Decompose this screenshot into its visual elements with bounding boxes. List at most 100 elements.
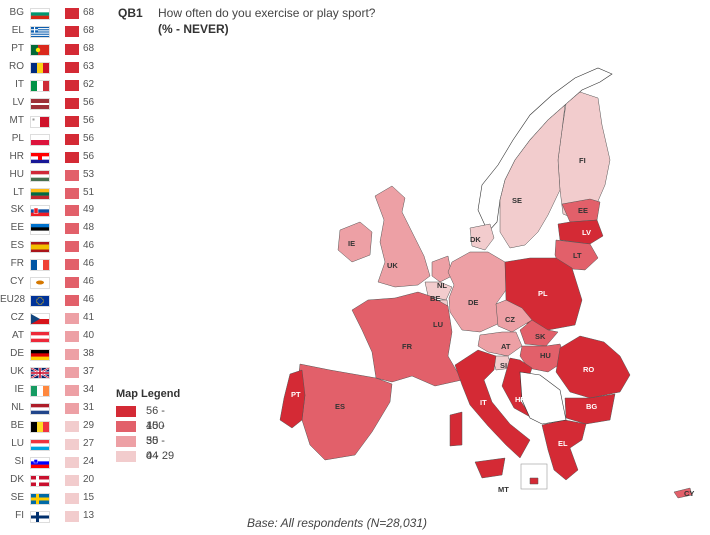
country-value: 15 bbox=[83, 491, 95, 503]
value-color-swatch bbox=[65, 277, 79, 289]
region-ireland bbox=[337, 221, 373, 263]
country-code: LU bbox=[11, 437, 24, 449]
country-value: 53 bbox=[83, 168, 95, 180]
flag-bg-icon bbox=[30, 8, 50, 20]
country-code: UK bbox=[10, 366, 24, 377]
map-legend: Map Legend 56 - 100 45 - 55 30 - 44 0 - … bbox=[116, 388, 180, 464]
country-row-ee: EE 48 bbox=[0, 219, 110, 237]
country-code: MT bbox=[9, 114, 24, 126]
flag-at-icon bbox=[30, 331, 50, 344]
country-row-at: AT 40 bbox=[0, 327, 110, 345]
value-color-swatch bbox=[65, 43, 79, 55]
country-code: PT bbox=[11, 42, 24, 54]
country-code: FI bbox=[15, 509, 24, 521]
country-row-el: EL 68 bbox=[0, 22, 110, 40]
region-latvia bbox=[557, 219, 604, 245]
question-code: QB1 bbox=[118, 6, 143, 20]
map-label-uk: UK bbox=[387, 261, 398, 270]
map-label-sk: SK bbox=[535, 332, 546, 341]
region-balkans bbox=[519, 371, 567, 425]
map-label-lu: LU bbox=[433, 320, 443, 329]
country-row-lu: LU 27 bbox=[0, 435, 110, 453]
value-color-swatch bbox=[65, 456, 79, 468]
region-netherlands bbox=[431, 255, 453, 283]
country-code: HU bbox=[9, 168, 24, 180]
map-label-it: IT bbox=[480, 398, 487, 407]
country-code: CY bbox=[10, 276, 24, 288]
country-code: DK bbox=[10, 473, 24, 485]
country-row-hu: HU 53 bbox=[0, 166, 110, 184]
flag-ro-icon bbox=[30, 61, 50, 74]
country-value: 56 bbox=[83, 114, 95, 126]
value-color-swatch bbox=[65, 151, 79, 163]
value-color-swatch bbox=[65, 331, 79, 343]
country-value: 40 bbox=[83, 330, 95, 342]
country-value: 62 bbox=[83, 78, 95, 90]
value-color-swatch bbox=[65, 169, 79, 181]
value-color-swatch bbox=[65, 438, 79, 450]
country-code: LT bbox=[13, 186, 24, 198]
country-code: SK bbox=[10, 204, 24, 216]
country-row-lt: LT 51 bbox=[0, 184, 110, 202]
value-color-swatch bbox=[65, 474, 79, 486]
flag-mt-icon bbox=[30, 115, 50, 128]
country-row-eu28: EU28 46 bbox=[0, 291, 110, 309]
map-label-si: SI bbox=[500, 361, 507, 370]
country-row-pl: PL 56 bbox=[0, 130, 110, 148]
flag-eu-icon bbox=[30, 295, 50, 308]
country-row-it: IT 62 bbox=[0, 76, 110, 94]
region-portugal bbox=[279, 369, 306, 429]
region-austria bbox=[477, 331, 523, 357]
legend-label: 56 - 100 bbox=[146, 405, 165, 432]
map-label-hu: HU bbox=[540, 351, 551, 360]
map-label-pt: PT bbox=[291, 390, 301, 399]
country-value: 56 bbox=[83, 96, 95, 108]
map-label-lt: LT bbox=[573, 251, 582, 260]
country-row-ro: RO 63 bbox=[0, 58, 110, 76]
region-romania bbox=[555, 335, 631, 399]
region-sicily bbox=[474, 457, 506, 479]
country-row-si: SI 24 bbox=[0, 453, 110, 471]
value-color-swatch bbox=[65, 187, 79, 199]
country-value: 31 bbox=[83, 401, 95, 413]
map-label-pl: PL bbox=[538, 289, 548, 298]
country-value: 37 bbox=[83, 366, 95, 377]
flag-se-icon bbox=[30, 492, 50, 505]
value-color-swatch bbox=[65, 295, 79, 307]
country-code: CZ bbox=[10, 312, 24, 324]
region-malta bbox=[529, 477, 539, 485]
country-value: 27 bbox=[83, 437, 95, 449]
flag-cy-icon bbox=[30, 277, 50, 290]
region-france bbox=[351, 291, 463, 387]
country-row-uk: UK 37 bbox=[0, 363, 110, 381]
map-label-cy: CY bbox=[684, 489, 694, 498]
value-color-swatch bbox=[65, 492, 79, 504]
country-code: ES bbox=[10, 240, 24, 252]
country-row-bg: BG 68 bbox=[0, 4, 110, 22]
country-value: 51 bbox=[83, 186, 95, 198]
country-code: IE bbox=[14, 383, 24, 395]
country-value: 48 bbox=[83, 222, 95, 234]
country-value: 46 bbox=[83, 258, 95, 270]
map-label-bg: BG bbox=[586, 402, 597, 411]
country-value: 13 bbox=[83, 509, 95, 521]
question-text: How often do you exercise or play sport? bbox=[158, 6, 376, 20]
country-value: 29 bbox=[83, 419, 95, 431]
country-value: 46 bbox=[83, 276, 95, 288]
value-color-swatch bbox=[65, 8, 79, 19]
legend-swatch bbox=[116, 451, 136, 462]
map-label-be: BE bbox=[430, 294, 440, 303]
legend-item: 30 - 44 bbox=[116, 434, 180, 462]
value-color-swatch bbox=[65, 241, 79, 253]
flag-lv-icon bbox=[30, 97, 50, 110]
country-value: 56 bbox=[83, 150, 95, 162]
country-value: 56 bbox=[83, 132, 95, 144]
country-code: NL bbox=[11, 401, 24, 413]
map-label-es: ES bbox=[335, 402, 345, 411]
country-value: 68 bbox=[83, 24, 95, 36]
value-color-swatch bbox=[65, 205, 79, 217]
region-lithuania bbox=[554, 239, 599, 271]
legend-label: 45 - 55 bbox=[146, 420, 165, 447]
country-code: FR bbox=[10, 258, 24, 270]
flag-pt-icon bbox=[30, 43, 50, 56]
